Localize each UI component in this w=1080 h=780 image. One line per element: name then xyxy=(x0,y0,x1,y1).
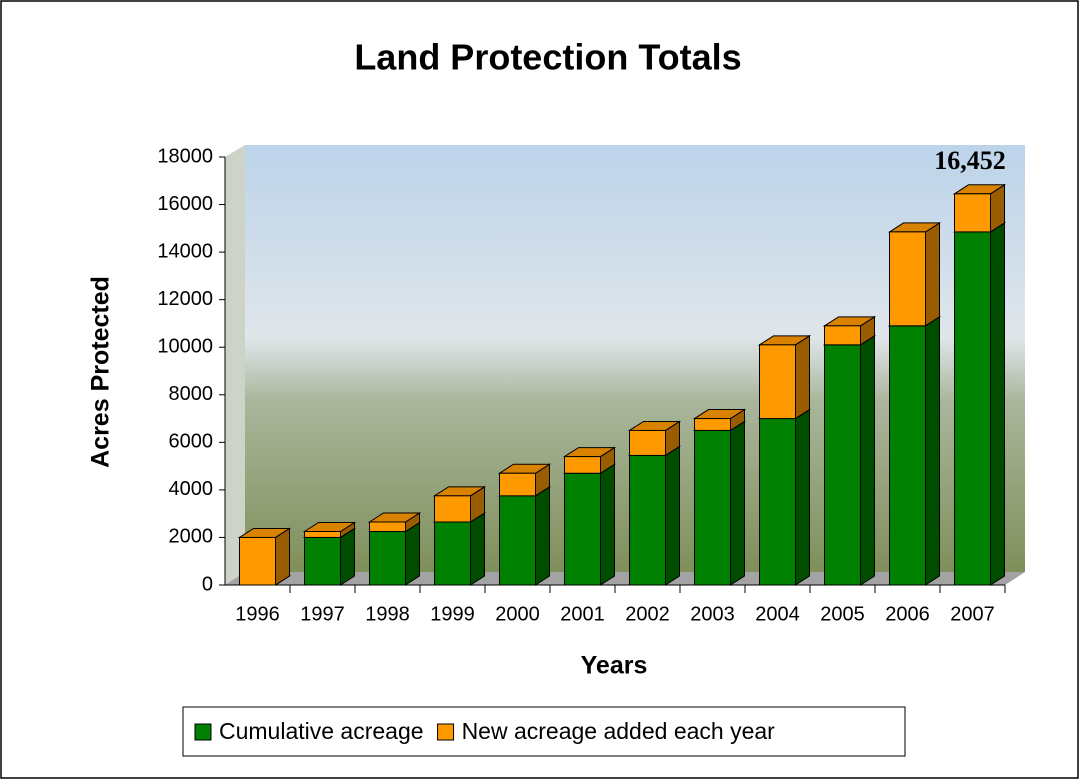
bar-segment xyxy=(887,315,942,586)
bar-segment xyxy=(497,463,552,497)
bar-face xyxy=(340,527,355,586)
bar-face xyxy=(694,429,731,586)
bar-face xyxy=(860,334,875,586)
bar-segment xyxy=(952,221,1007,586)
y-tick-label: 2000 xyxy=(169,526,214,548)
bar-face xyxy=(564,472,601,586)
legend-swatch xyxy=(437,723,455,741)
y-tick-label: 18000 xyxy=(157,145,213,167)
side-wall xyxy=(225,145,245,585)
bar-segment xyxy=(822,334,877,586)
y-tick-label: 16000 xyxy=(157,193,213,215)
legend-swatch xyxy=(194,723,212,741)
bar-face xyxy=(990,221,1005,586)
y-tick-label: 14000 xyxy=(157,240,213,262)
bar-face xyxy=(600,463,615,586)
bar-segment xyxy=(887,221,942,327)
bar-face xyxy=(535,485,550,586)
bar-face xyxy=(795,408,810,586)
x-tick-label: 2003 xyxy=(690,603,735,625)
y-tick-label: 0 xyxy=(202,573,213,595)
bar-face xyxy=(759,344,796,420)
bar-segment xyxy=(367,512,422,533)
x-tick-label: 2000 xyxy=(495,603,540,625)
bar-face xyxy=(369,531,406,586)
bar-segment xyxy=(627,445,682,586)
bar-segment xyxy=(562,463,617,586)
bar-face xyxy=(889,231,926,327)
bar-segment xyxy=(432,485,487,523)
legend-label: Cumulative acreage xyxy=(219,718,424,744)
bar-face xyxy=(499,472,536,497)
bar-segment xyxy=(757,408,812,586)
x-tick-label: 2005 xyxy=(820,603,865,625)
bar-face xyxy=(824,325,861,346)
bar-segment xyxy=(497,485,552,586)
bar-face xyxy=(239,536,276,586)
bar-face xyxy=(824,344,861,586)
bar-face xyxy=(304,536,341,586)
x-tick-label: 2007 xyxy=(950,603,995,625)
bar-face xyxy=(730,420,745,586)
y-tick-label: 8000 xyxy=(169,383,214,405)
bar-segment xyxy=(627,420,682,457)
y-tick-label: 6000 xyxy=(169,431,214,453)
bar-segment xyxy=(757,334,812,420)
x-tick-label: 2004 xyxy=(755,603,800,625)
y-tick-label: 12000 xyxy=(157,288,213,310)
y-axis-title: Acres Protected xyxy=(87,276,115,468)
x-tick-label: 2006 xyxy=(885,603,930,625)
bar-face xyxy=(889,325,926,586)
bar-segment xyxy=(692,420,747,586)
bar-face xyxy=(925,221,940,327)
x-tick-label: 1997 xyxy=(300,603,345,625)
bar-segment xyxy=(822,315,877,346)
bar-face xyxy=(275,527,290,586)
bar-face xyxy=(759,418,796,586)
bar-face xyxy=(304,531,341,538)
x-tick-label: 1998 xyxy=(365,603,410,625)
y-tick-label: 4000 xyxy=(169,478,214,500)
bar-face xyxy=(434,495,471,523)
bar-face xyxy=(564,456,601,474)
bar-face xyxy=(925,315,940,586)
x-tick-label: 1996 xyxy=(235,603,280,625)
y-tick-label: 10000 xyxy=(157,336,213,358)
bar-segment xyxy=(302,521,357,539)
x-tick-label: 2002 xyxy=(625,603,670,625)
x-tick-label: 1999 xyxy=(430,603,475,625)
bar-face xyxy=(795,334,810,420)
bar-face xyxy=(499,495,536,586)
bar-face xyxy=(405,521,420,586)
bar-segment xyxy=(692,408,747,432)
bar-face xyxy=(954,231,991,586)
bar-face xyxy=(470,512,485,586)
x-axis-title: Years xyxy=(581,652,648,680)
bar-face xyxy=(665,445,680,586)
chart-title: Land Protection Totals xyxy=(354,37,741,78)
bar-face xyxy=(629,429,666,456)
bar-face xyxy=(434,521,471,586)
annotation: 16,452 xyxy=(934,146,1006,175)
legend xyxy=(182,706,906,757)
bar-face xyxy=(629,454,666,586)
legend-label: New acreage added each year xyxy=(462,718,776,744)
bar-face xyxy=(369,521,406,533)
bar-face xyxy=(694,418,731,431)
x-tick-label: 2001 xyxy=(560,603,605,625)
bar-segment xyxy=(952,183,1007,233)
bar-segment xyxy=(432,512,487,586)
bar-segment xyxy=(237,527,292,586)
bar-face xyxy=(954,193,991,233)
bar-segment xyxy=(562,446,617,475)
